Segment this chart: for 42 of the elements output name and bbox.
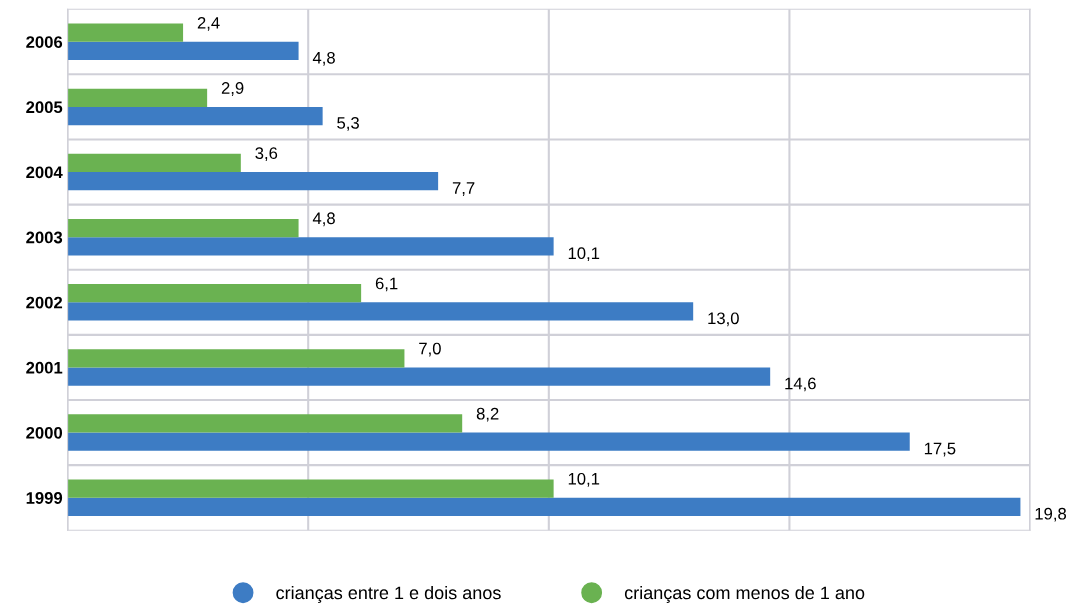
bar (67, 23, 184, 42)
data-label: 7,7 (452, 182, 475, 196)
y-tick-label: 2003 (26, 231, 63, 244)
bar (67, 106, 323, 126)
data-label: 4,8 (312, 212, 335, 227)
bar (67, 432, 910, 451)
bar (67, 367, 771, 386)
y-tick-label: 2004 (26, 166, 63, 179)
data-label: 17,5 (924, 442, 956, 457)
bar (67, 284, 362, 303)
data-label: 10,1 (568, 472, 600, 487)
data-label: 2,9 (221, 82, 244, 96)
data-label: 4,8 (312, 51, 335, 66)
y-tick-label: 1999 (26, 492, 63, 504)
data-label: 8,2 (476, 407, 499, 422)
bar (67, 349, 405, 368)
y-tick-label: 2006 (26, 36, 63, 48)
data-label: 14,6 (785, 377, 816, 392)
bar (67, 479, 554, 498)
bar (67, 153, 241, 173)
data-label: 10,1 (568, 247, 600, 262)
bar (67, 172, 439, 191)
data-label: 3,6 (255, 147, 278, 162)
y-tick-label: 2002 (26, 296, 63, 309)
legend-label: crianças entre 1 e dois anos (276, 585, 501, 603)
data-label: 2,4 (197, 16, 220, 31)
data-label: 6,1 (375, 277, 398, 292)
bar (67, 302, 694, 321)
bar (67, 88, 208, 107)
bar (67, 497, 1021, 516)
bar (67, 237, 554, 256)
data-label: 19,8 (1035, 507, 1067, 522)
legend-label: crianças com menos de 1 ano (624, 585, 865, 603)
bar (67, 41, 299, 60)
y-tick-label: 2001 (26, 361, 63, 374)
data-label: 5,3 (337, 117, 359, 131)
data-label: 13,0 (708, 312, 739, 327)
y-tick-label: 2005 (26, 101, 63, 114)
y-tick-label: 2000 (26, 426, 63, 439)
bar (67, 218, 299, 238)
bar (67, 414, 463, 433)
data-label: 7,0 (419, 342, 441, 357)
